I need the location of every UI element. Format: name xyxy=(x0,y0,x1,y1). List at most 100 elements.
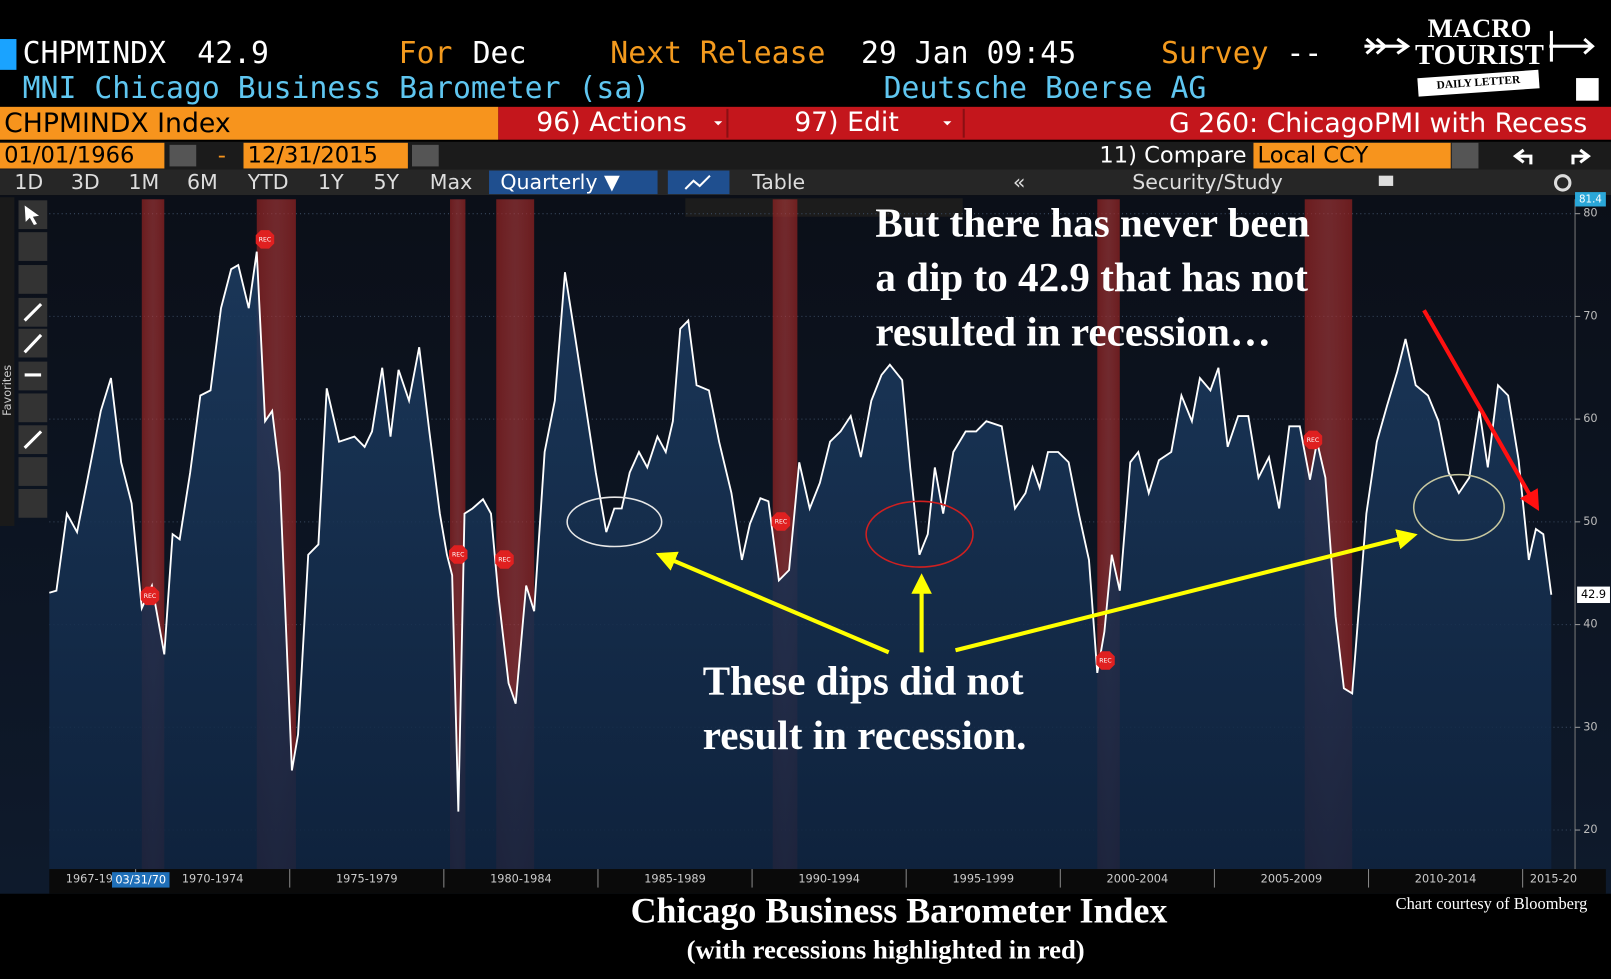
undo-redo[interactable] xyxy=(1512,148,1591,165)
period: Dec xyxy=(473,36,527,71)
y-tick-label: 20 xyxy=(1583,823,1597,836)
recession-marker-label: REC xyxy=(1307,437,1319,444)
security-field[interactable]: CHPMINDX Index xyxy=(4,108,231,139)
frequency-button[interactable] xyxy=(489,170,658,195)
y-tick-label: 60 xyxy=(1583,412,1597,425)
chart-view-button[interactable] xyxy=(667,170,730,195)
last-price: 42.9 xyxy=(197,36,269,71)
study-button[interactable]: Security/Study xyxy=(1132,170,1283,194)
recession-marker-label: REC xyxy=(498,557,510,564)
currency-text: Local CCY xyxy=(1258,143,1369,169)
line xyxy=(49,251,1553,812)
next-release-label: Next Release xyxy=(610,36,825,71)
x-tick-label: 2005-2009 xyxy=(1261,872,1323,885)
cursor-label: 03/31/70 xyxy=(115,873,166,886)
range-button[interactable]: 5Y xyxy=(374,170,400,194)
start-date-text: 01/01/1966 xyxy=(4,143,134,169)
chart-name: G 260: ChicagoPMI with Recess xyxy=(1169,108,1587,139)
drawing-tools xyxy=(18,200,48,518)
range-button[interactable]: 1M xyxy=(128,170,159,194)
annotation-top: resulted in recession… xyxy=(875,308,1271,354)
recession-marker xyxy=(495,550,514,569)
x-tick-label: 1980-1984 xyxy=(490,872,552,885)
range-button[interactable]: YTD xyxy=(247,170,289,194)
y-tick-label: 50 xyxy=(1583,515,1597,528)
collapse-button[interactable]: « xyxy=(1013,170,1026,194)
recession-marker xyxy=(448,545,468,564)
action-bar xyxy=(498,106,1611,140)
recession-marker-label: REC xyxy=(775,519,787,526)
cursor-box xyxy=(111,872,170,888)
for-label: For xyxy=(399,36,453,71)
recession-marker-label: REC xyxy=(259,236,271,243)
x-axis-band xyxy=(49,869,1606,894)
last-value-tag xyxy=(1577,586,1610,604)
edit-menu[interactable]: 97) Edit xyxy=(794,107,899,138)
compare-button[interactable]: 11) Compare xyxy=(1099,143,1246,169)
y-tick-label: 80 xyxy=(1583,207,1597,220)
range-button[interactable]: 1Y xyxy=(318,170,344,194)
chart-title: Chicago Business Barometer Index xyxy=(631,891,1168,931)
chart-subtitle: (with recessions highlighted in red) xyxy=(687,934,1085,964)
x-tick-label: 2000-2004 xyxy=(1107,872,1169,885)
y-tick-label: 70 xyxy=(1583,309,1597,322)
logo: MACRO TOURIST DAILY LETTER xyxy=(1364,13,1599,101)
x-tick-label: 1975-1979 xyxy=(336,872,398,885)
currency-field[interactable] xyxy=(1253,142,1451,169)
end-date[interactable] xyxy=(243,142,408,169)
logo-line2: TOURIST xyxy=(1415,39,1544,71)
favorites-tab[interactable]: Favorites xyxy=(1,365,14,416)
max-tag xyxy=(1575,192,1606,207)
table-button[interactable]: Table xyxy=(751,170,805,194)
flag-button[interactable] xyxy=(1378,175,1394,186)
frequency-text: Quarterly ▼ xyxy=(500,170,620,194)
annotation-top: But there has never been xyxy=(875,199,1310,245)
logo-line1: MACRO xyxy=(1428,13,1532,43)
last-value-label: 42.9 xyxy=(1581,588,1606,601)
x-tick-label: 1985-1989 xyxy=(644,872,706,885)
x-tick-label: 1967-19 xyxy=(66,872,113,885)
annotation-bottom: These dips did not xyxy=(703,658,1024,704)
logo-tagline: DAILY LETTER xyxy=(1436,74,1521,92)
release-time: 29 Jan 09:45 xyxy=(861,36,1076,71)
y-tick-label: 30 xyxy=(1583,720,1597,733)
recession-marker-label: REC xyxy=(1099,658,1111,665)
range-button[interactable]: 6M xyxy=(187,170,218,194)
calendar-button[interactable] xyxy=(169,144,197,167)
calendar-button[interactable] xyxy=(411,144,439,167)
max-tag-label: 81.4 xyxy=(1579,193,1602,205)
recession-marker-label: REC xyxy=(144,593,156,600)
range-button[interactable]: 1D xyxy=(14,170,43,194)
annotation-top: a dip to 42.9 that has not xyxy=(875,254,1308,300)
area xyxy=(49,251,1552,870)
recession-marker xyxy=(140,586,160,606)
security-bar xyxy=(0,106,499,140)
recession-marker xyxy=(1303,430,1323,450)
callouts xyxy=(566,309,1540,655)
security-name: MNI Chicago Business Barometer (sa) xyxy=(23,71,651,106)
dropdown-button[interactable] xyxy=(1451,142,1479,169)
ticker: CHPMINDX xyxy=(23,36,167,71)
recession-marker xyxy=(1096,651,1115,670)
date-separator: - xyxy=(218,143,226,169)
x-tick-label: 1970-1974 xyxy=(182,872,244,885)
recession-marker xyxy=(771,512,791,531)
source: Deutsche Boerse AG xyxy=(884,71,1207,106)
x-tick-label: 2010-2014 xyxy=(1415,872,1477,885)
actions-menu[interactable]: 96) Actions xyxy=(536,107,686,138)
end-date-text: 12/31/2015 xyxy=(248,143,378,169)
range-button[interactable]: 3D xyxy=(71,170,100,194)
recession-marker xyxy=(255,230,275,249)
start-date[interactable] xyxy=(0,142,165,169)
x-tick-label: 1990-1994 xyxy=(798,872,860,885)
status-block xyxy=(0,39,17,70)
annotation-bottom: result in recession. xyxy=(703,712,1027,758)
x-tick-label: 2015-20 xyxy=(1530,872,1577,885)
survey-label: Survey xyxy=(1161,36,1269,71)
range-button[interactable]: Max xyxy=(430,170,472,194)
x-tick-label: 1995-1999 xyxy=(952,872,1014,885)
settings-button[interactable] xyxy=(1553,174,1572,192)
y-tick-label: 40 xyxy=(1583,618,1597,631)
